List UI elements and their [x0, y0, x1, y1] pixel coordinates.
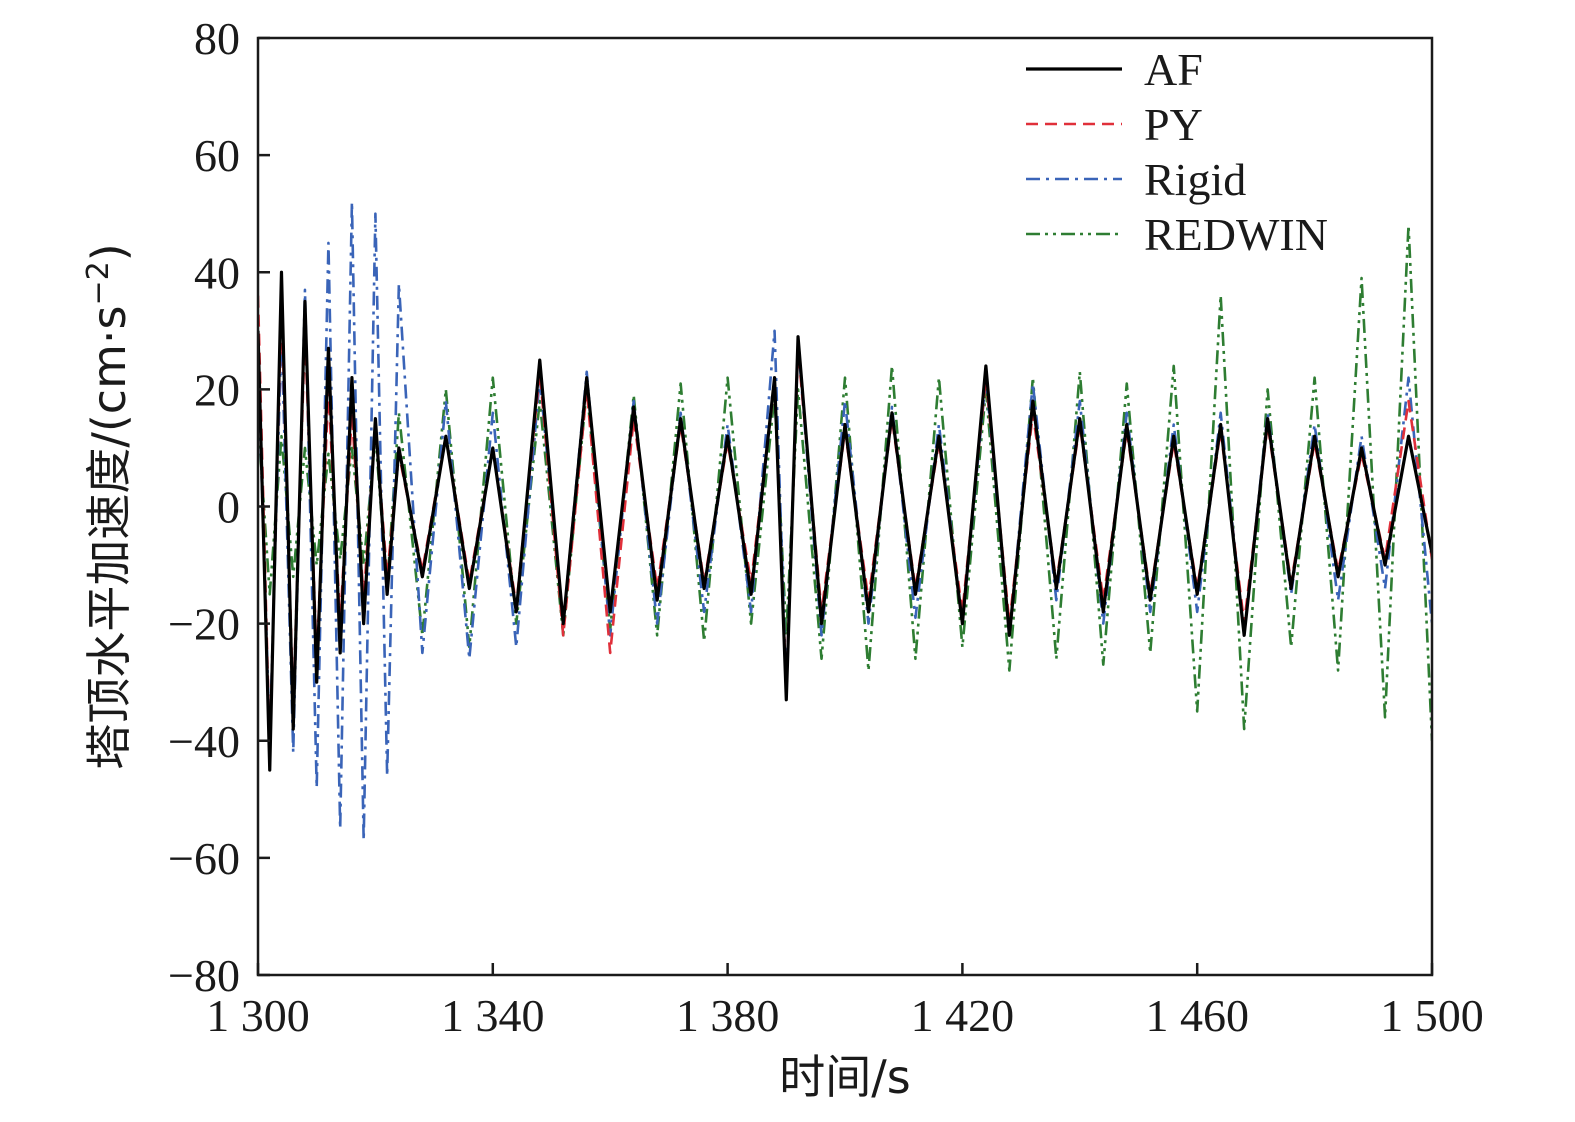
y-tick-label: −20 [168, 599, 240, 650]
y-axis-label-sup: −2 [81, 261, 116, 305]
x-tick-label: 1 300 [206, 990, 310, 1041]
y-axis-label: 塔顶水平加速度/(cm·s−2) [81, 243, 137, 769]
y-tick-label: 0 [217, 482, 240, 533]
y-axis-label-main: 塔顶水平加速度/(cm·s [82, 306, 136, 770]
series-line-redwin [258, 224, 1432, 741]
legend-label-py: PY [1144, 99, 1203, 150]
x-tick-label: 1 340 [441, 990, 545, 1041]
y-tick-label: 80 [194, 13, 240, 64]
x-tick-label: 1 420 [911, 990, 1015, 1041]
y-tick-label: −40 [168, 716, 240, 767]
y-axis-label-end: ) [82, 243, 136, 261]
y-tick-label: −60 [168, 833, 240, 884]
y-tick-label: −80 [168, 950, 240, 1001]
series-line-af [258, 270, 1432, 772]
series-layer [258, 200, 1432, 842]
x-axis-label: 时间/s [779, 1050, 910, 1104]
legend-label-af: AF [1144, 44, 1203, 95]
y-tick-label: 20 [194, 364, 240, 415]
legend-label-redwin: REDWIN [1144, 209, 1328, 260]
x-tick-label: 1 500 [1380, 990, 1484, 1041]
x-tick-label: 1 460 [1145, 990, 1249, 1041]
y-tick-label: 60 [194, 130, 240, 181]
legend-label-rigid: Rigid [1144, 154, 1246, 205]
y-tick-label: 40 [194, 247, 240, 298]
x-tick-label: 1 380 [676, 990, 780, 1041]
axis-ticks: 1 300 1 340 1 380 1 420 1 460 1 500 −80 −60 −40 −… [168, 13, 1484, 1041]
